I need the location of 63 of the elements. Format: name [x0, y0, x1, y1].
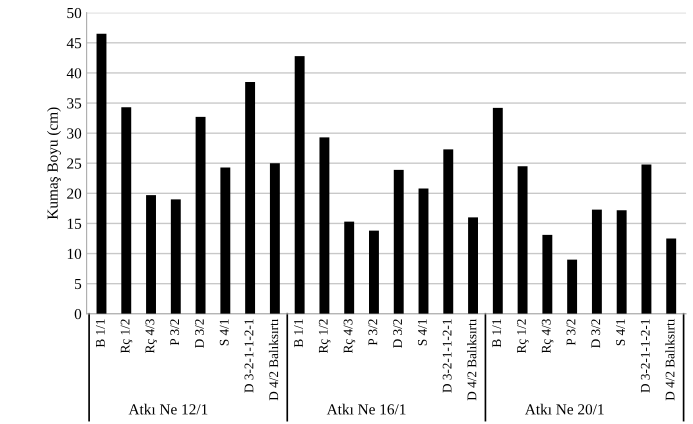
bar	[418, 188, 428, 314]
x-tick-label: B 1/1	[294, 319, 303, 348]
x-tick-label: D 3/2	[195, 319, 204, 348]
x-tick-label: Rç 4/3	[542, 319, 554, 354]
bar	[542, 234, 552, 314]
bar	[220, 167, 230, 314]
bar	[196, 116, 206, 314]
bar	[394, 170, 404, 314]
bar	[344, 222, 354, 314]
y-tick-label: 10	[68, 248, 82, 260]
x-tick-label: S 4/1	[616, 319, 625, 346]
y-tick-label: 35	[67, 98, 82, 108]
y-tick-label: 30	[67, 128, 82, 139]
bar	[294, 56, 305, 314]
bar	[567, 260, 578, 314]
y-tick-label: 20	[67, 188, 82, 199]
x-tick-label: Rç 4/3	[145, 319, 158, 354]
bar	[170, 199, 181, 314]
x-tick-label: S 4/1	[418, 319, 427, 346]
bar	[319, 137, 330, 314]
bar	[468, 217, 478, 314]
x-tick-label: D 3-2-1-1-2-1	[442, 319, 452, 393]
bar	[666, 238, 676, 314]
x-tick-label: Rç 1/2	[318, 319, 330, 354]
x-tick-label: D 4/2 Balıksırtı	[467, 318, 476, 400]
bar	[96, 34, 106, 314]
bar	[641, 164, 652, 314]
text: Atkı Ne 12/1	[128, 404, 208, 415]
bar	[146, 195, 156, 314]
x-tick-label: S 4/1	[220, 319, 229, 346]
y-tick-label: 15	[68, 218, 82, 229]
x-tick-label: P 3/2	[170, 319, 180, 346]
y-tick-label: 25	[67, 158, 82, 169]
x-tick-label: D 3/2	[591, 319, 600, 348]
y-tick-label: 40	[66, 68, 82, 78]
bar	[369, 230, 379, 314]
x-tick-label: D 3-2-1-1-2-1	[244, 319, 254, 393]
x-tick-label: B 1/1	[96, 319, 105, 348]
y-tick-label: 5	[75, 278, 82, 290]
x-tick-label: D 3/2	[393, 319, 402, 348]
bar	[492, 108, 503, 314]
x-tick-label: D 4/2 Balıksırtı	[268, 318, 278, 400]
x-tick-label: B 1/1	[492, 319, 502, 348]
x-tick-label: D 4/2 Balıksırtı	[665, 318, 675, 400]
x-tick-label: D 3-2-1-1-2-1	[640, 319, 650, 393]
x-tick-label: P 3/2	[368, 319, 378, 346]
y-tick-label: 50	[67, 8, 82, 18]
bar	[616, 210, 627, 314]
text: Atkı Ne 16/1	[326, 404, 406, 415]
x-tick-label: Rç 1/2	[120, 319, 132, 354]
bar	[518, 166, 528, 314]
x-tick-label: P 3/2	[566, 319, 576, 346]
x-tick-label: Rç 1/2	[517, 319, 529, 354]
y-tick-label: 45	[66, 38, 82, 48]
bar	[592, 210, 602, 314]
bar	[443, 149, 454, 314]
bar	[270, 163, 280, 314]
y-tick-label: 0	[74, 308, 82, 320]
text: Atkı Ne 20/1	[524, 404, 604, 415]
bar	[121, 107, 132, 314]
bar	[245, 82, 256, 314]
y-axis-title: Kumaş Boyu (cm)	[47, 107, 61, 220]
x-tick-label: Rç 4/3	[344, 319, 356, 354]
